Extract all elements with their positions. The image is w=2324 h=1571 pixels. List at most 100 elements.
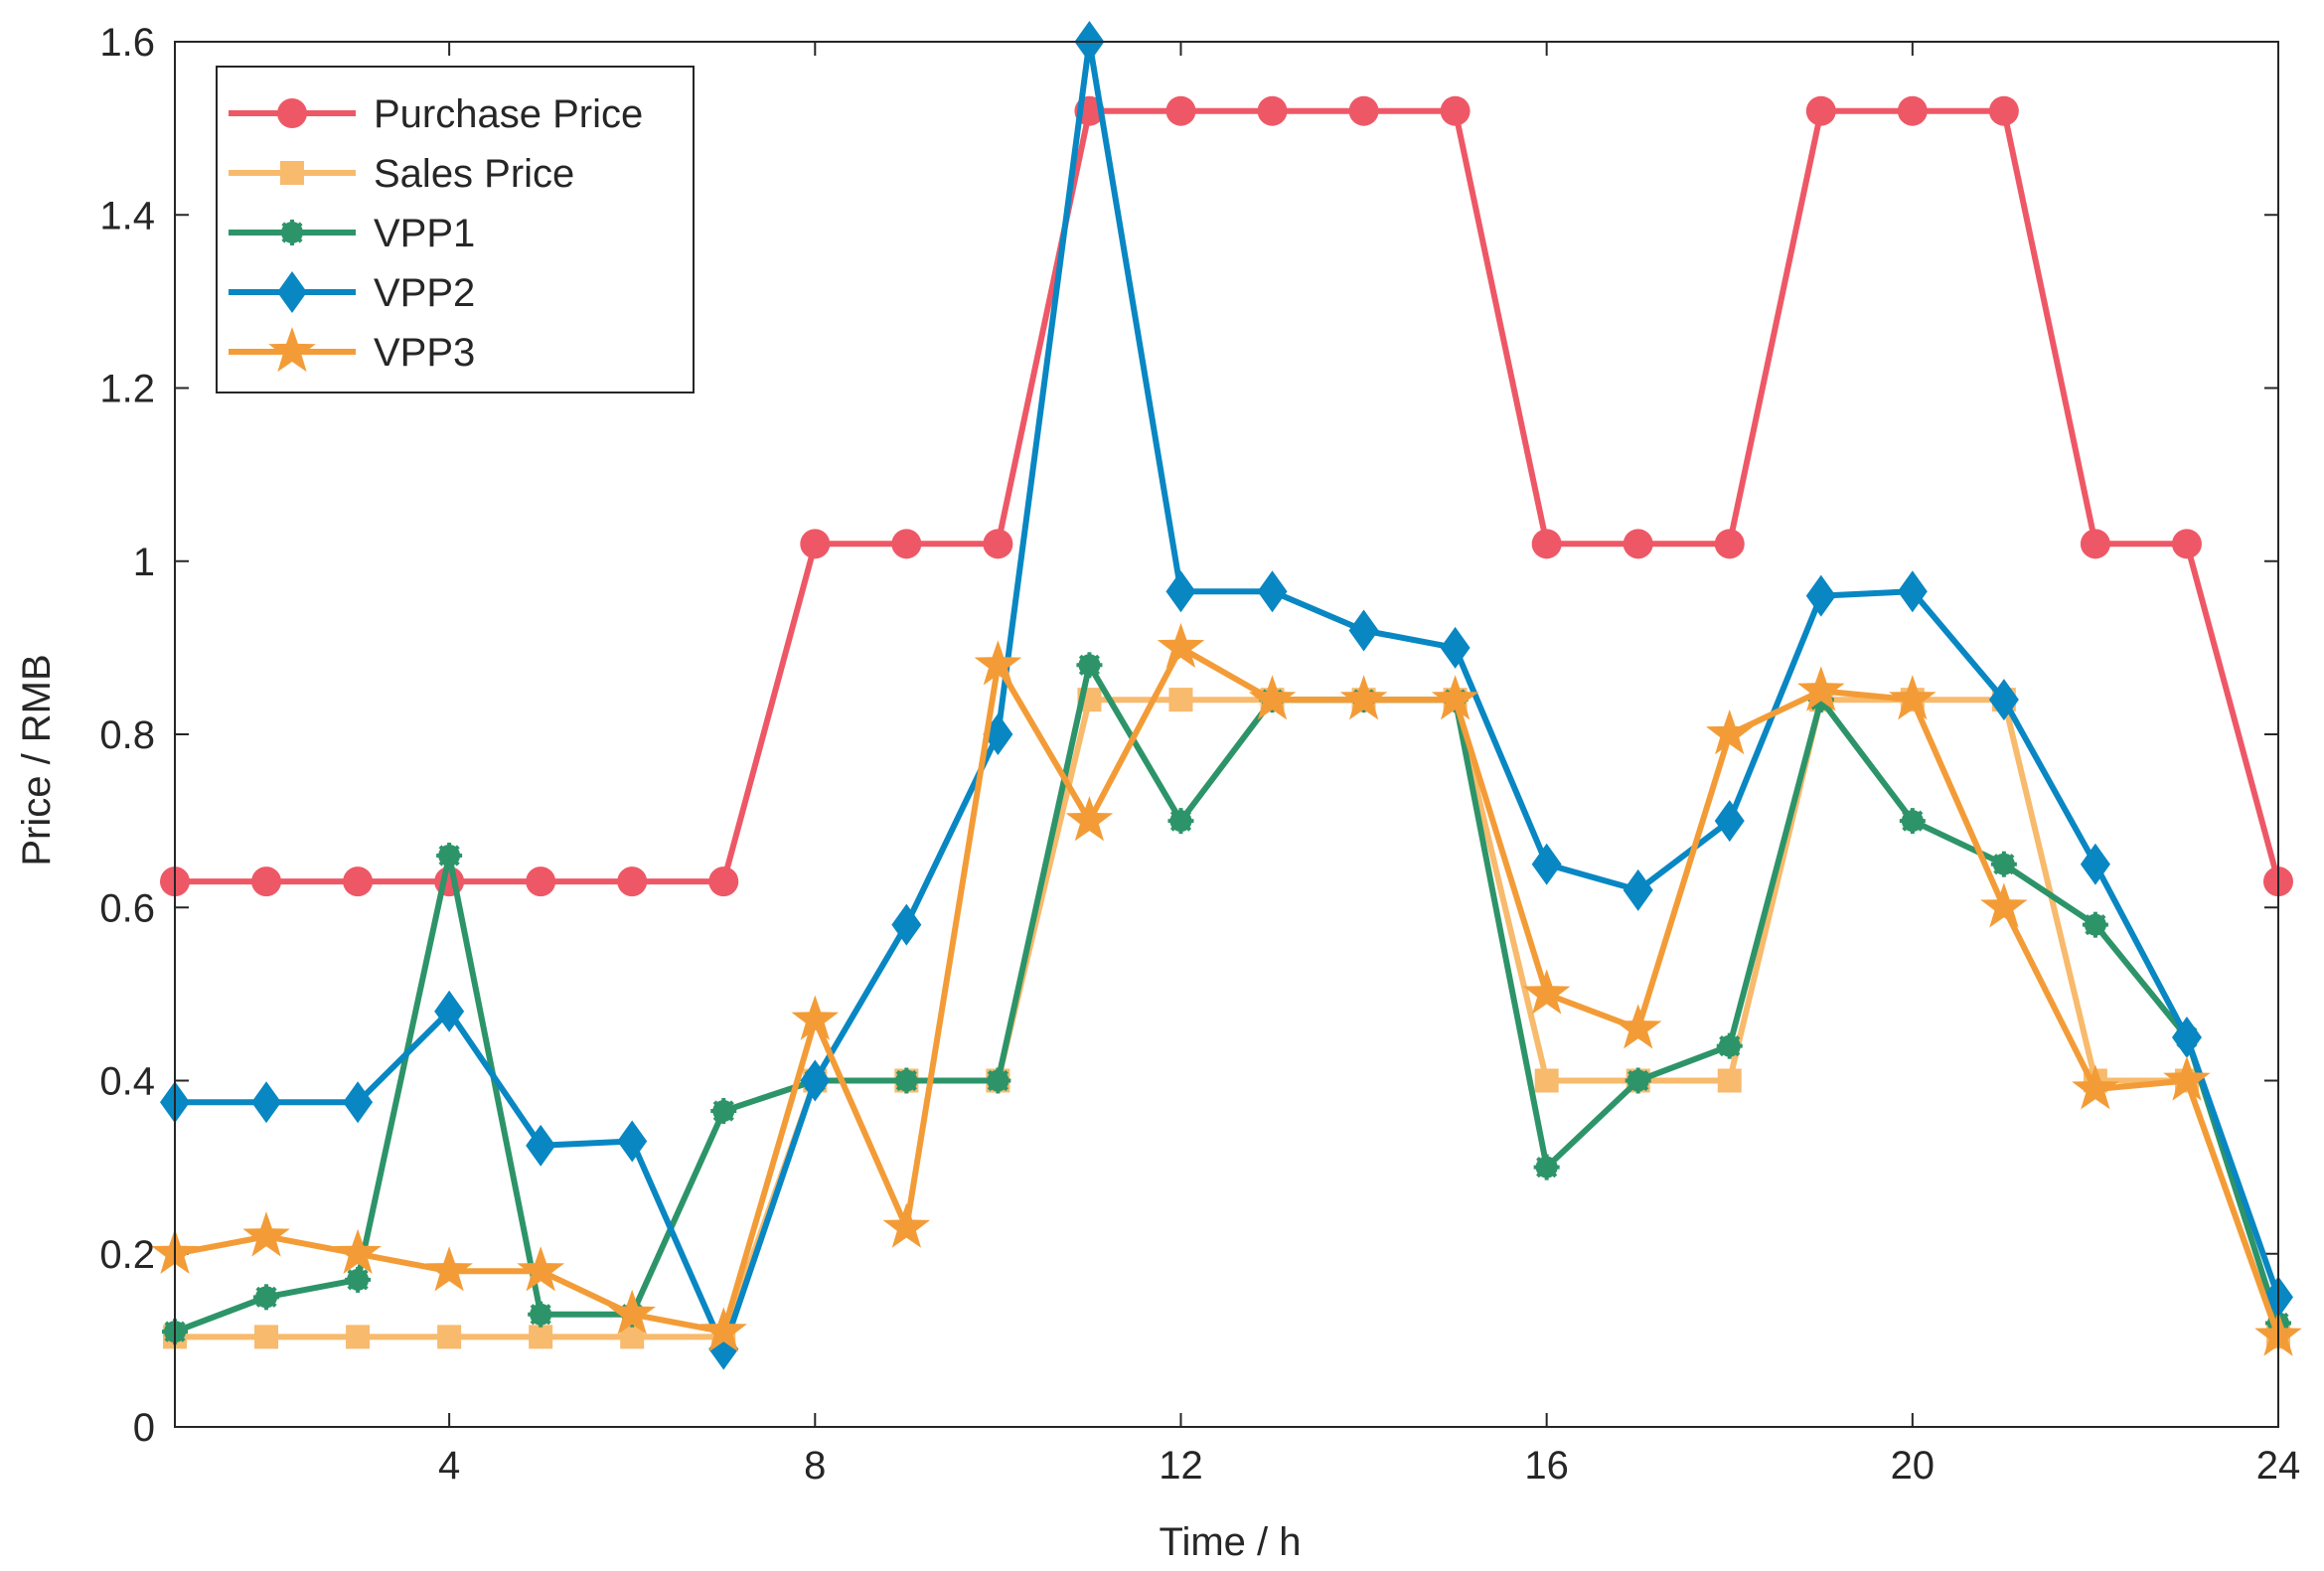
y-tick-label: 0.6	[99, 886, 155, 930]
data-point-vpp2	[1440, 626, 1471, 669]
x-tick-label: 16	[1524, 1444, 1569, 1488]
data-point-purchase-price	[1805, 95, 1836, 126]
data-point-purchase-price	[800, 529, 831, 559]
data-point-vpp1	[253, 1284, 280, 1311]
data-point-sales-price	[529, 1325, 553, 1349]
data-point-vpp3	[608, 1289, 656, 1335]
legend: Purchase Price Sales Price VPP1 VPP2 VPP3	[216, 66, 695, 393]
legend-item-sales-price: Sales Price	[229, 152, 574, 196]
y-tick-label: 0.4	[99, 1060, 155, 1104]
data-point-vpp3	[2163, 1055, 2211, 1101]
data-point-vpp2	[251, 1081, 282, 1124]
data-point-vpp3	[1248, 675, 1297, 720]
y-tick-label: 1	[133, 541, 155, 584]
legend-label: VPP3	[374, 331, 475, 375]
data-point-vpp3	[1980, 882, 2028, 928]
legend-item-vpp2: VPP2	[229, 271, 475, 315]
data-point-vpp2	[617, 1120, 648, 1163]
data-point-purchase-price	[2171, 529, 2202, 559]
data-point-purchase-price	[1257, 95, 1288, 126]
y-tick-label: 0.8	[99, 713, 155, 757]
data-point-sales-price	[1168, 688, 1193, 712]
data-point-vpp2	[434, 990, 465, 1032]
data-point-vpp3	[791, 995, 840, 1040]
data-point-purchase-price	[1440, 95, 1471, 126]
data-point-vpp2	[800, 1059, 831, 1102]
data-point-vpp2	[1988, 679, 2019, 721]
data-point-vpp2	[2171, 1016, 2202, 1058]
data-point-vpp3	[699, 1307, 747, 1352]
data-point-vpp2	[343, 1081, 374, 1124]
data-point-vpp2	[1714, 800, 1745, 843]
data-point-vpp2	[1257, 570, 1288, 613]
series-line-sales-price	[172, 697, 2281, 1340]
legend-item-vpp1: VPP1	[229, 212, 475, 255]
data-point-vpp3	[517, 1246, 564, 1292]
x-tick-labels: 4 8 12 16 20 24	[438, 1444, 2300, 1488]
data-point-vpp3	[425, 1246, 473, 1292]
data-point-vpp2	[1805, 574, 1836, 617]
data-point-sales-price	[437, 1325, 462, 1349]
data-point-vpp1	[1076, 652, 1103, 679]
data-point-vpp3	[1706, 709, 1754, 755]
data-point-vpp3	[1614, 1004, 1662, 1049]
data-point-purchase-price	[1165, 95, 1196, 126]
data-point-vpp2	[1348, 609, 1379, 652]
legend-label: VPP2	[374, 271, 475, 315]
y-tick-labels: 0 0.2 0.4 0.6 0.8 1 1.2 1.4 1.6	[99, 21, 155, 1450]
data-point-purchase-price	[891, 529, 922, 559]
legend-marker-asterisk	[279, 220, 305, 245]
data-point-sales-price	[1534, 1068, 1559, 1093]
data-point-purchase-price	[708, 866, 739, 897]
data-point-vpp3	[974, 640, 1022, 686]
data-point-vpp3	[2072, 1064, 2119, 1110]
data-point-vpp1	[345, 1266, 372, 1293]
data-point-vpp1	[1533, 1154, 1560, 1180]
data-point-vpp3	[242, 1211, 290, 1257]
data-point-vpp1	[893, 1067, 920, 1094]
data-point-vpp3	[1065, 796, 1114, 842]
data-point-vpp1	[1625, 1067, 1651, 1094]
data-point-purchase-price	[526, 866, 556, 897]
data-point-purchase-price	[983, 529, 1013, 559]
data-point-sales-price	[1717, 1068, 1742, 1093]
data-point-purchase-price	[343, 866, 374, 897]
data-point-purchase-price	[2080, 529, 2110, 559]
data-point-vpp1	[2082, 911, 2108, 938]
y-tick-label: 0	[133, 1406, 155, 1450]
series-line-vpp3	[172, 644, 2281, 1339]
data-point-vpp1	[528, 1301, 554, 1328]
x-tick-label: 20	[1891, 1444, 1936, 1488]
y-tick-label: 1.4	[99, 194, 155, 237]
data-point-sales-price	[346, 1325, 371, 1349]
legend-marker-square	[280, 161, 304, 185]
legend-item-vpp3: VPP3	[229, 327, 475, 375]
series-line-vpp2	[172, 39, 2281, 1352]
data-point-vpp2	[1897, 570, 1928, 613]
data-point-vpp2	[1165, 570, 1196, 613]
y-tick-label: 1.6	[99, 21, 155, 65]
y-tick-label: 0.2	[99, 1233, 155, 1277]
data-point-vpp1	[1716, 1032, 1743, 1059]
data-point-vpp1	[436, 842, 463, 868]
x-tick-label: 8	[804, 1444, 826, 1488]
data-point-vpp2	[526, 1124, 556, 1167]
data-point-purchase-price	[617, 866, 648, 897]
data-point-vpp2	[1623, 868, 1653, 911]
data-point-vpp2	[891, 903, 922, 946]
data-point-vpp1	[1899, 808, 1926, 835]
data-point-vpp1	[1167, 808, 1194, 835]
data-point-purchase-price	[1988, 95, 2019, 126]
data-point-purchase-price	[1714, 529, 1745, 559]
y-tick-label: 1.2	[99, 368, 155, 411]
legend-label: Sales Price	[374, 152, 574, 196]
series-line-purchase-price	[172, 107, 2281, 885]
y-axis-label: Price / RMB	[15, 654, 59, 865]
data-point-vpp1	[985, 1067, 1011, 1094]
legend-marker-circle	[277, 98, 307, 128]
legend-marker-star	[268, 327, 316, 373]
data-point-vpp3	[1522, 969, 1571, 1015]
data-point-vpp3	[1339, 675, 1388, 720]
x-tick-label: 24	[2256, 1444, 2301, 1488]
